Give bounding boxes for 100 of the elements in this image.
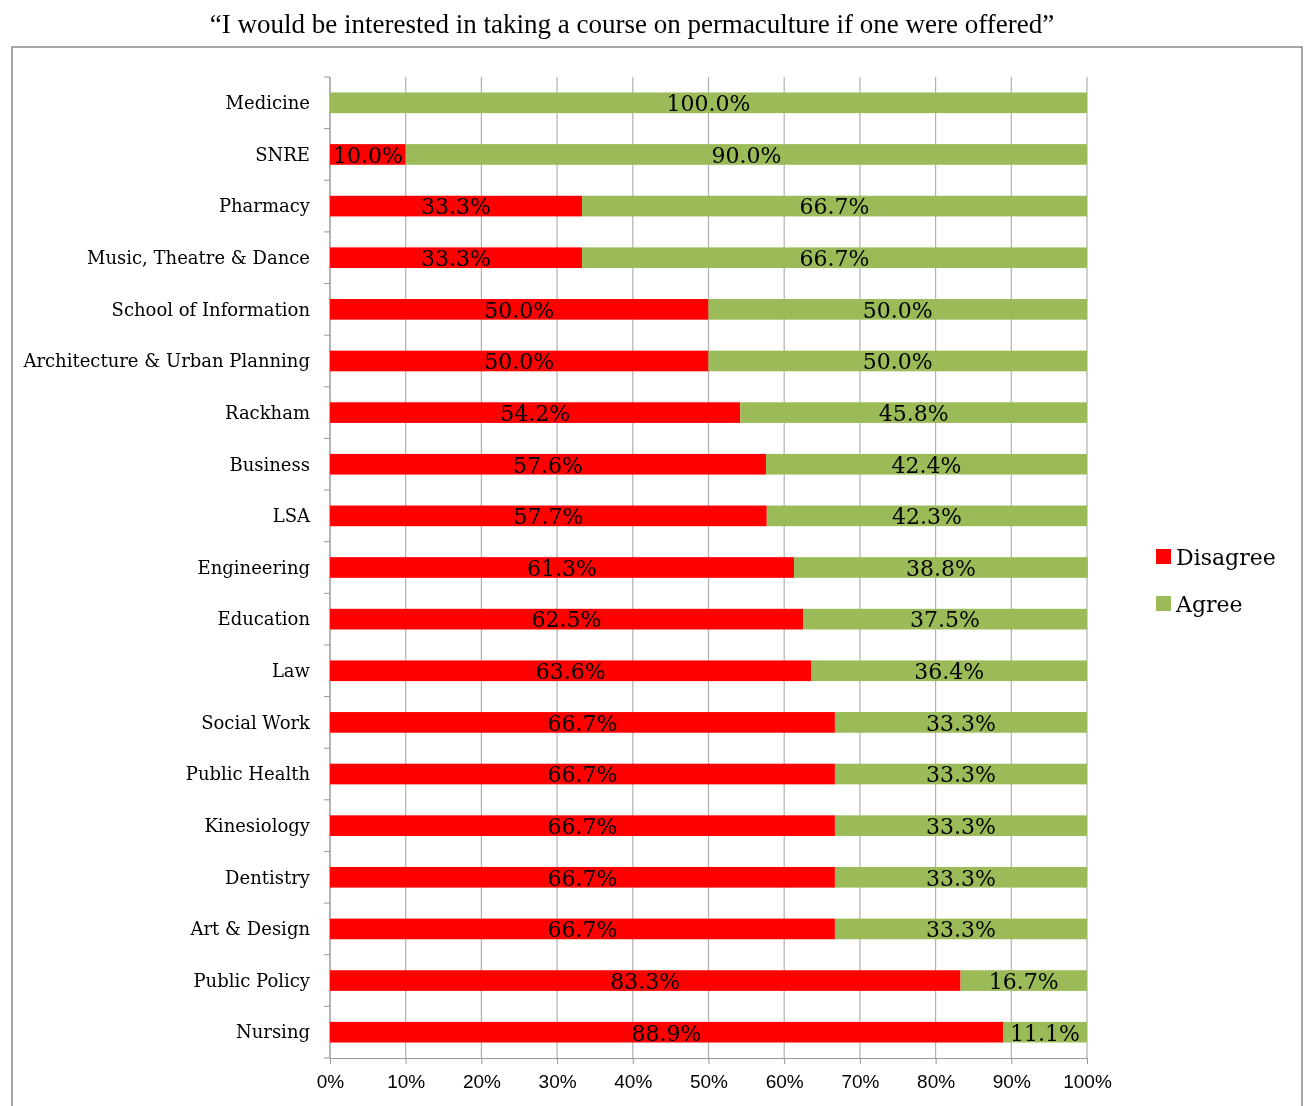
x-tick-label: 70% [841, 1070, 880, 1092]
y-tick-label: LSA [272, 505, 311, 527]
bar [766, 505, 1087, 527]
bar [330, 660, 812, 682]
bar [330, 918, 835, 940]
bar [740, 402, 1087, 423]
y-tick-label: Dentistry [225, 866, 311, 888]
data-label: 45.8% [878, 400, 949, 426]
data-label: 10.0% [332, 142, 403, 168]
bar [330, 92, 1087, 114]
x-tick-label: 10% [387, 1070, 426, 1092]
data-label: 36.4% [914, 659, 985, 685]
data-label: 33.3% [926, 917, 996, 943]
data-label: 57.6% [513, 452, 583, 478]
data-label: 50.0% [484, 349, 555, 375]
bar [794, 557, 1088, 578]
data-label: 33.3% [926, 865, 996, 891]
data-label: 54.2% [500, 400, 571, 426]
data-label: 66.7% [547, 710, 618, 736]
x-tick-label: 30% [538, 1070, 577, 1092]
data-label: 50.0% [484, 297, 555, 323]
bar [834, 815, 1087, 836]
data-label: 88.9% [631, 1020, 702, 1046]
data-label: 33.3% [926, 710, 996, 736]
y-tick-label: Rackham [224, 401, 310, 423]
bar [330, 970, 961, 991]
data-label: 11.1% [1010, 1020, 1080, 1046]
x-tick-label: 20% [462, 1070, 502, 1092]
data-label: 33.3% [421, 194, 491, 220]
y-tick-label: Kinesiology [204, 814, 311, 836]
data-label: 100.0% [666, 91, 751, 117]
y-tick-label: Engineering [197, 556, 310, 578]
legend-label: Agree [1175, 591, 1243, 617]
bar [330, 866, 835, 888]
y-tick-label: Medicine [225, 92, 310, 114]
bar [708, 299, 1087, 320]
data-label: 66.7% [799, 194, 870, 220]
data-label: 57.7% [513, 504, 584, 530]
y-tick-label: Architecture & Urban Planning [22, 350, 310, 372]
bar [582, 195, 1087, 217]
y-tick-label: Social Work [201, 711, 312, 733]
data-label: 50.0% [862, 297, 933, 323]
data-label: 66.7% [547, 917, 618, 943]
bar [811, 660, 1087, 682]
bar [330, 453, 767, 475]
data-label: 38.8% [905, 555, 976, 581]
data-label: 42.4% [891, 452, 962, 478]
bar [708, 350, 1087, 372]
data-label: 50.0% [862, 349, 933, 375]
bar [330, 247, 583, 269]
chart-title: “I would be interested in taking a course on permaculture if one were offered” [209, 9, 1055, 39]
data-label: 33.3% [926, 814, 996, 840]
data-label: 66.7% [547, 814, 618, 840]
y-tick-label: Education [217, 608, 311, 630]
legend-label: Disagree [1176, 544, 1276, 570]
data-label: 83.3% [610, 968, 681, 994]
bar [330, 505, 767, 527]
x-tick-label: 0% [316, 1070, 345, 1092]
data-label: 66.7% [799, 246, 870, 272]
data-label: 33.3% [926, 762, 996, 788]
data-label: 42.3% [891, 504, 962, 530]
bar [330, 557, 795, 578]
bar [582, 247, 1087, 269]
x-tick-label: 50% [689, 1070, 729, 1092]
bar [405, 144, 1087, 165]
data-label: 37.5% [910, 607, 981, 633]
data-label: 62.5% [531, 607, 602, 633]
data-label: 61.3% [527, 555, 597, 581]
bar [330, 815, 835, 836]
bar [330, 402, 741, 423]
y-tick-label: School of Information [111, 298, 311, 320]
y-tick-label: Public Policy [193, 969, 311, 991]
y-tick-label: Art & Design [189, 918, 311, 940]
bar [330, 608, 804, 630]
y-tick-label: Public Health [185, 763, 311, 785]
x-tick-label: 80% [917, 1070, 956, 1092]
y-tick-label: Pharmacy [218, 195, 311, 217]
data-label: 16.7% [988, 968, 1059, 994]
data-label: 66.7% [547, 762, 618, 788]
bar [330, 763, 835, 785]
y-tick-label: SNRE [255, 143, 310, 165]
y-tick-label: Business [229, 453, 310, 475]
bar [766, 453, 1087, 475]
y-tick-label: Music, Theatre & Dance [87, 247, 310, 269]
x-tick-label: 40% [614, 1070, 653, 1092]
bar [834, 712, 1087, 733]
bar [834, 866, 1087, 888]
x-tick-label: 60% [765, 1070, 804, 1092]
y-tick-label: Law [271, 660, 311, 682]
x-tick-label: 90% [992, 1070, 1031, 1092]
bar [330, 712, 835, 733]
data-label: 66.7% [547, 865, 618, 891]
data-label: 33.3% [421, 246, 491, 272]
y-tick-label: Nursing [235, 1021, 310, 1043]
x-tick-label: 100% [1063, 1070, 1112, 1092]
bar [330, 299, 709, 320]
bar [330, 350, 709, 372]
bar [330, 1021, 1003, 1043]
data-label: 63.6% [535, 659, 606, 685]
data-label: 90.0% [711, 142, 782, 168]
